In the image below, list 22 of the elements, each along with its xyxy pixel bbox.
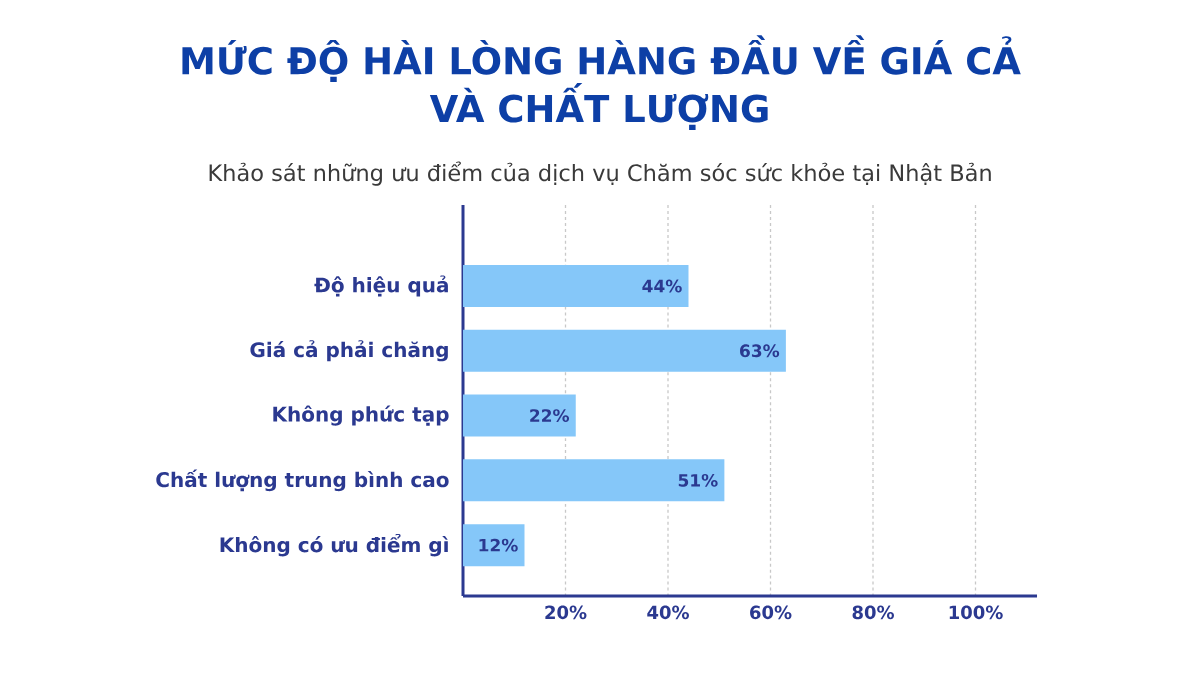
data-label: 63% (740, 344, 780, 358)
data-label: 12% (479, 538, 518, 552)
x-tick-label: 80% (852, 605, 894, 620)
bar (463, 329, 786, 372)
bar (463, 264, 689, 307)
y-tick-label: Độ hiệu quả (314, 275, 448, 297)
y-tick-label: Không có ưu điểm gì (220, 533, 448, 557)
x-tick-label: 60% (750, 605, 792, 620)
x-tick-label: 20% (545, 605, 587, 620)
chart-title: MỨC ĐỘ HÀI LÒNG HÀNG ĐẦU VỀ GIÁ CẢ VÀ CHẤT LƯỢNG (182, 35, 1021, 130)
chart-subtitle: Khảo sát những ưu điểm của dịch vụ Chăm sóc sức khỏe tại Nhật Bản (209, 161, 991, 186)
bar (463, 524, 525, 567)
y-tick-label: Giá cả phải chăng (250, 340, 448, 362)
data-label: 44% (642, 279, 682, 293)
bar (463, 459, 725, 502)
y-tick-label: Chất lượng trung bình cao (156, 469, 449, 492)
x-tick-label: 100% (949, 605, 1003, 620)
y-tick-label: Không phức tạp (273, 405, 449, 426)
data-label: 22% (530, 409, 570, 422)
bar (463, 394, 576, 437)
data-label: 51% (678, 473, 718, 487)
x-tick-label: 40% (647, 605, 689, 620)
